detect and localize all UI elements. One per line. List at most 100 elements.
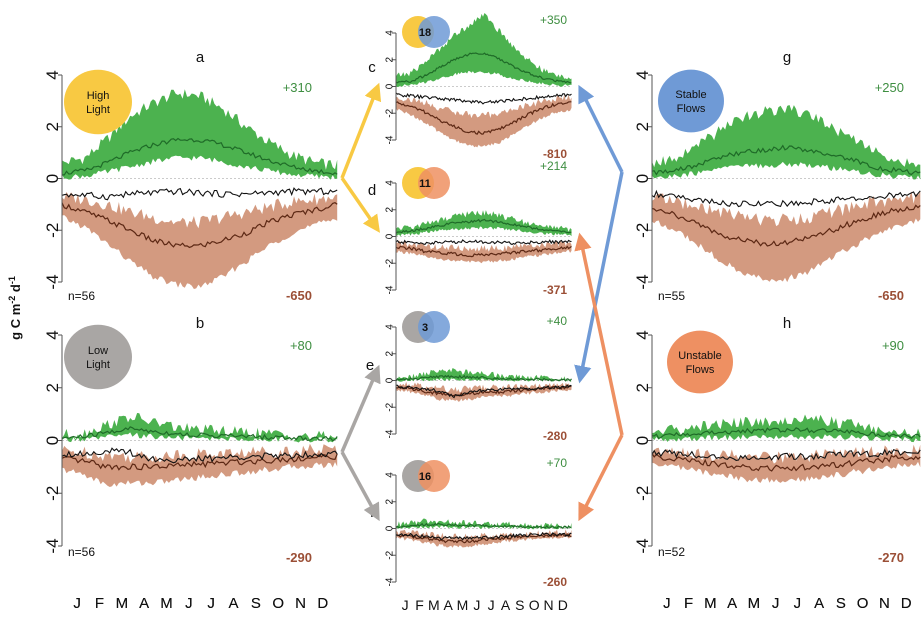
x-tick-label: S: [515, 597, 524, 613]
venn-right-circle: [418, 311, 450, 343]
nep-line: [395, 92, 572, 105]
y-tick-label: 2: [43, 122, 62, 131]
y-tick-label: 2: [385, 499, 396, 505]
panel-label: h: [783, 315, 791, 332]
x-tick-label: J: [473, 597, 480, 613]
x-tick-label: J: [663, 595, 671, 612]
y-tick-label: -2: [633, 223, 652, 238]
x-tick-label: J: [794, 595, 802, 612]
category-bubble-text: Unstable: [678, 350, 721, 362]
er-total: -260: [543, 575, 567, 589]
y-tick-label: 2: [633, 383, 652, 392]
y-tick-label: 0: [633, 436, 652, 445]
arrow-unstable-to-d: [574, 232, 624, 436]
er-total: -290: [286, 550, 312, 565]
x-tick-label: S: [836, 595, 846, 612]
nep-line: [395, 384, 572, 399]
category-bubble-text: Stable: [675, 89, 706, 101]
er-total: -270: [878, 550, 904, 565]
category-bubble: [667, 330, 733, 394]
panels-group: 420-2-4J F M A M J J A S O N Da+310-650n=56HighLigh…: [43, 13, 921, 613]
er-band: [652, 444, 921, 483]
y-tick-label: 0: [385, 83, 396, 89]
gpp-total: +40: [547, 314, 568, 328]
x-tick-label: J: [488, 597, 495, 613]
gpp-band: [652, 414, 921, 443]
category-bubble: [64, 69, 132, 135]
x-tick-label: M: [116, 595, 129, 612]
x-tick-label: F: [415, 597, 424, 613]
y-tick-label: 4: [385, 180, 396, 186]
x-tick-label: D: [901, 595, 912, 612]
y-tick-label: -2: [633, 486, 652, 501]
y-tick-label: 4: [385, 472, 396, 478]
x-tick-label: N: [295, 595, 306, 612]
nep-line: [651, 448, 921, 461]
sample-size: n=55: [658, 289, 685, 303]
x-tick-label: O: [857, 595, 869, 612]
y-tick-label: 0: [43, 174, 62, 183]
x-tick-label: A: [814, 595, 824, 612]
y-tick-label: -2: [385, 402, 396, 411]
y-tick-label: 4: [43, 70, 62, 79]
category-bubble-text: High: [87, 90, 110, 102]
gpp-total: +214: [540, 159, 567, 173]
gpp-band: [62, 413, 338, 443]
y-tick-label: -4: [385, 285, 396, 294]
x-tick-label: J: [772, 595, 780, 612]
x-tick-label: S: [251, 595, 261, 612]
x-tick-label: F: [95, 595, 104, 612]
nep-line: [395, 531, 572, 541]
connector-arrows: [340, 82, 624, 522]
x-tick-label: J: [663, 595, 671, 612]
er-mean-line: [395, 532, 572, 544]
gpp-total: +310: [283, 80, 312, 95]
panel-c: 4 2 0 -2 -4 c +350 -810 18: [368, 13, 572, 161]
er-band: [652, 191, 921, 283]
x-tick-label: D: [901, 595, 912, 612]
gpp-mean-line: [395, 218, 572, 234]
y-axis-label: g C m-2 d-1: [7, 276, 23, 340]
x-tick-label: N: [295, 595, 306, 612]
y-tick-label: -4: [43, 538, 62, 553]
nep-line: [61, 187, 338, 201]
gpp-mean-line: [62, 137, 338, 176]
category-bubble-text: Low: [88, 345, 108, 357]
venn-count: 11: [419, 178, 431, 190]
gpp-mean-line: [61, 426, 338, 442]
panel-d: 4 2 0 -2 -4 d +214 -371 11: [368, 159, 572, 297]
y-tick-label: 2: [43, 383, 62, 392]
venn-count: 18: [419, 27, 431, 39]
x-tick-label: A: [228, 595, 238, 612]
panel-h: 420-2-4J F M A M J J A S O N Dh+90-270n=52UnstableF…: [633, 315, 921, 612]
venn-right-circle: [418, 460, 450, 492]
arrow-high-light-to-c: [340, 82, 382, 179]
category-bubble-text: Light: [86, 104, 110, 116]
y-tick-label: 0: [385, 525, 396, 531]
x-tick-label: O: [529, 597, 540, 613]
x-tick-label: A: [139, 595, 149, 612]
x-tick-label: A: [814, 595, 824, 612]
x-tick-label: F: [95, 595, 104, 612]
er-total: -371: [543, 283, 567, 297]
y-tick-label: -4: [633, 538, 652, 553]
y-tick-label: 2: [385, 207, 396, 213]
x-tick-label: J: [73, 595, 81, 612]
er-band: [396, 94, 572, 148]
x-tick-label: M: [116, 595, 129, 612]
x-tick-label: N: [879, 595, 890, 612]
arrow-low-light-to-e: [340, 364, 381, 453]
category-bubble: [658, 69, 724, 133]
y-tick-label: -2: [385, 258, 396, 267]
x-tick-label: O: [272, 595, 284, 612]
gpp-total: +70: [547, 456, 568, 470]
y-tick-label: 4: [633, 70, 652, 79]
y-tick-label: 4: [385, 30, 396, 36]
y-tick-label: -2: [43, 223, 62, 238]
venn-count: 3: [422, 322, 428, 334]
x-tick-label: D: [317, 595, 328, 612]
gpp-mean-line: [395, 52, 572, 84]
gpp-total: +350: [540, 13, 567, 27]
